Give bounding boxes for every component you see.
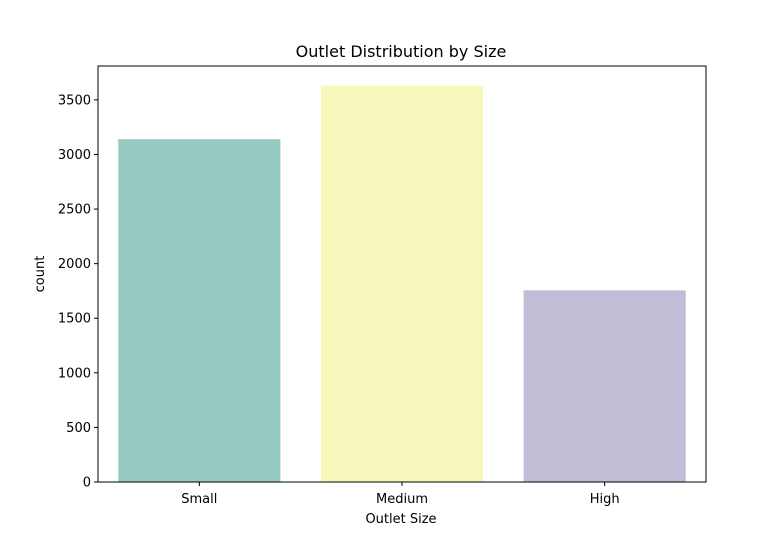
y-tick-label: 1000 xyxy=(58,366,91,381)
bar-small xyxy=(118,139,281,483)
x-axis-label: Outlet Size xyxy=(365,512,436,527)
x-tick-label: Medium xyxy=(376,492,428,507)
y-tick-label: 3500 xyxy=(58,93,91,108)
y-axis-label: count xyxy=(33,256,48,293)
y-tick-label: 1500 xyxy=(58,312,91,327)
x-tick-label: Small xyxy=(181,492,217,507)
y-tick-label: 0 xyxy=(83,476,91,491)
x-axis-ticks: Small Medium High xyxy=(181,482,620,507)
bar-medium xyxy=(320,85,484,483)
y-tick-label: 2500 xyxy=(58,203,91,218)
bar-high xyxy=(523,290,686,482)
x-tick-label: High xyxy=(590,492,620,507)
plot-area-frame xyxy=(97,65,707,483)
bars-group xyxy=(118,85,686,483)
y-tick-label: 2000 xyxy=(58,257,91,272)
chart-title: Outlet Distribution by Size xyxy=(296,42,507,61)
y-axis-ticks: 0 500 1000 1500 2000 2500 3000 3500 xyxy=(58,93,98,491)
y-tick-label: 3000 xyxy=(58,148,91,163)
y-tick-label: 500 xyxy=(66,421,91,436)
